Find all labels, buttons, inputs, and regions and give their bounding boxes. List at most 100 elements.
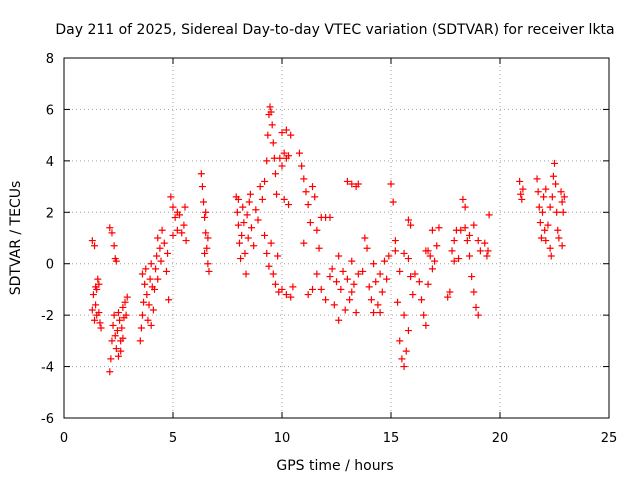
data-point [295,149,303,157]
data-point [553,208,561,216]
data-point [118,324,126,332]
data-point [557,188,565,196]
data-point [201,249,209,257]
data-point [169,203,177,211]
data-point [202,208,210,216]
data-point [450,237,458,245]
data-point [534,188,542,196]
data-point [156,244,164,252]
data-point [112,345,120,353]
data-point [91,242,99,250]
data-point [243,211,251,219]
data-point [535,203,543,211]
data-point [542,237,550,245]
data-point [300,175,308,183]
data-point [117,347,125,355]
data-point [476,247,484,255]
data-point [420,311,428,319]
data-point [459,195,467,203]
data-point [415,278,423,286]
data-point [484,247,492,255]
data-point [237,255,245,263]
data-point [337,285,345,293]
data-point [374,301,382,309]
data-point [263,157,271,165]
data-point [315,244,323,252]
data-point [146,275,154,283]
data-point [269,139,277,147]
data-point [428,265,436,273]
data-point [536,219,544,227]
data-point [178,229,186,237]
y-tick-label: -6 [41,412,54,427]
data-point [89,291,97,299]
data-point [422,321,430,329]
data-point [107,355,115,363]
data-point [407,221,415,229]
data-point [123,293,131,301]
data-point [359,267,367,275]
data-point [143,291,151,299]
data-point [136,337,144,345]
data-point [154,234,162,242]
data-point [108,229,116,237]
data-point [389,198,397,206]
data-point [173,208,181,216]
data-point [400,311,408,319]
data-point [370,260,378,268]
data-point [268,121,276,129]
data-point [547,252,555,260]
marks-layer [88,103,568,376]
data-point [180,221,188,229]
data-point [244,234,252,242]
data-point [234,195,242,203]
data-point [474,237,482,245]
data-point [391,237,399,245]
data-point [235,239,243,247]
data-point [88,237,96,245]
data-point [546,203,554,211]
data-point [485,211,493,219]
data-point [370,309,378,317]
data-point [204,260,212,268]
data-point [144,316,152,324]
data-point [282,291,290,299]
data-point [354,180,362,188]
data-point [558,198,566,206]
data-point [450,257,458,265]
y-tick-label: 8 [46,52,54,67]
data-point [147,321,155,329]
data-point [94,275,102,283]
data-point [264,131,272,139]
data-point [142,265,150,273]
data-point [465,231,473,239]
data-point [539,208,547,216]
data-point [383,275,391,283]
data-point [250,242,258,250]
data-point [162,267,170,275]
data-point [137,324,145,332]
data-point [261,177,269,185]
data-point [552,180,560,188]
data-point [376,309,384,317]
data-point [428,226,436,234]
data-point [152,265,160,273]
data-point [335,252,343,260]
data-point [333,278,340,286]
data-point [448,247,456,255]
data-point [280,149,288,157]
data-point [560,193,568,201]
data-point [205,267,213,275]
data-point [115,309,122,317]
data-point [339,267,347,275]
x-tick-label: 5 [169,431,177,446]
data-point [418,296,426,304]
data-point [396,337,404,345]
data-point [157,257,165,265]
data-point [92,283,100,291]
data-point [542,185,550,193]
y-tick-label: 6 [46,103,54,118]
data-point [554,226,562,234]
data-point [326,213,334,221]
data-point [119,334,127,342]
